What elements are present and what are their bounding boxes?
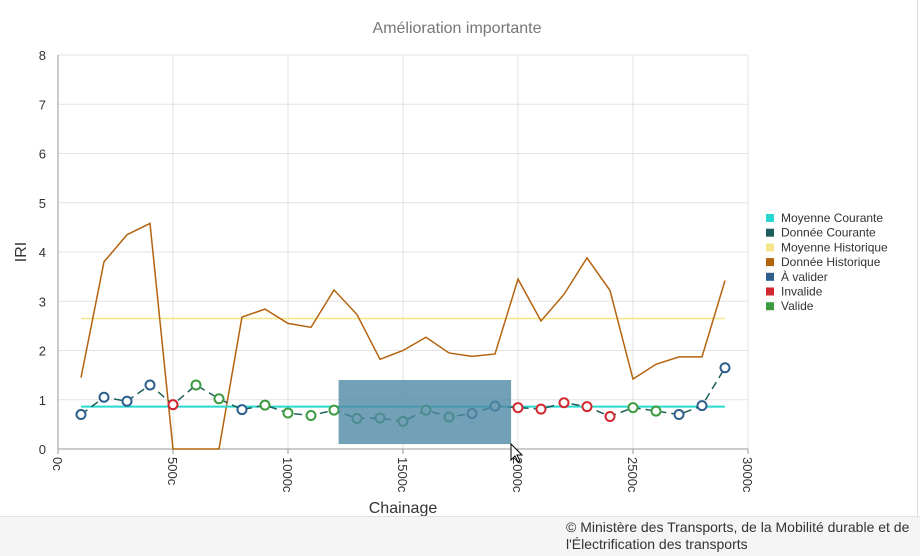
data-point-a_valider	[696, 400, 708, 412]
legend-swatch-donnee_courante	[766, 228, 774, 237]
data-point-invalide	[604, 410, 616, 422]
data-point-a_valider	[144, 379, 156, 391]
legend-swatch-a_valider	[766, 272, 774, 281]
y-tick-label: 6	[39, 147, 46, 162]
y-tick-label: 8	[39, 48, 46, 63]
x-tick-label: 0c	[50, 457, 65, 471]
legend-label-moyenne_courante: Moyenne Courante	[781, 211, 883, 225]
legend-label-moyenne_historique: Moyenne Historique	[781, 240, 888, 254]
panel-border	[917, 0, 918, 516]
y-tick-label: 0	[39, 442, 46, 457]
x-tick-label: 1500c	[395, 457, 410, 493]
data-point-a_valider	[719, 362, 731, 374]
legend-swatch-moyenne_historique	[766, 243, 774, 252]
data-point-a_valider	[673, 409, 685, 421]
legend-swatch-invalide	[766, 287, 774, 296]
data-point-a_valider	[121, 395, 133, 407]
legend-swatch-valide	[766, 302, 774, 311]
chart-title: Amélioration importante	[373, 20, 542, 37]
y-tick-label: 5	[39, 196, 46, 211]
y-tick-label: 3	[39, 294, 46, 309]
iri-chart[interactable]: Amélioration importante 0 1 2 3 4 5 6 7 8 0c 500c 10…	[0, 0, 920, 516]
footer: © Ministère des Transports, de la Mobili…	[0, 516, 920, 556]
legend-label-valide: Valide	[781, 299, 814, 313]
y-tick-label: 7	[39, 97, 46, 112]
data-point-valide	[305, 410, 317, 422]
data-point-valide	[627, 402, 639, 414]
data-point-invalide	[558, 397, 570, 409]
y-axis-label: IRI	[13, 242, 30, 262]
legend-label-donnee_courante: Donnée Courante	[781, 226, 876, 240]
x-tick-label: 2500c	[625, 457, 640, 493]
data-point-a_valider	[236, 404, 248, 416]
x-tick-label: 3000c	[740, 457, 755, 493]
legend-label-a_valider: À valider	[781, 269, 828, 284]
zoom-selection	[338, 380, 512, 445]
legend-label-donnee_historique: Donnée Historique	[781, 255, 881, 269]
data-point-valide	[650, 405, 662, 417]
data-point-invalide	[512, 402, 524, 414]
data-point-valide	[213, 393, 225, 405]
data-point-invalide	[581, 401, 593, 413]
x-axis-label: Chainage	[369, 500, 438, 516]
copyright-text: © Ministère des Transports, de la Mobili…	[566, 519, 910, 552]
data-point-invalide	[535, 403, 547, 415]
data-point-valide	[190, 379, 202, 391]
y-tick-label: 1	[39, 393, 46, 408]
legend-swatch-donnee_historique	[766, 258, 774, 267]
legend-label-invalide: Invalide	[781, 285, 823, 299]
y-tick-label: 2	[39, 344, 46, 359]
legend-swatch-moyenne_courante	[766, 214, 774, 222]
data-point-valide	[259, 399, 271, 411]
data-point-a_valider	[98, 391, 110, 403]
x-tick-label: 2000c	[510, 457, 525, 493]
data-point-valide	[328, 404, 340, 416]
data-point-a_valider	[75, 409, 87, 421]
y-tick-label: 4	[39, 245, 46, 260]
x-tick-label: 1000c	[280, 457, 295, 493]
donnee-historique-line	[80, 222, 726, 450]
mouse-cursor-icon	[510, 442, 524, 463]
x-tick-label: 500c	[165, 457, 180, 486]
data-point-invalide	[167, 399, 179, 411]
data-point-valide	[282, 407, 294, 419]
